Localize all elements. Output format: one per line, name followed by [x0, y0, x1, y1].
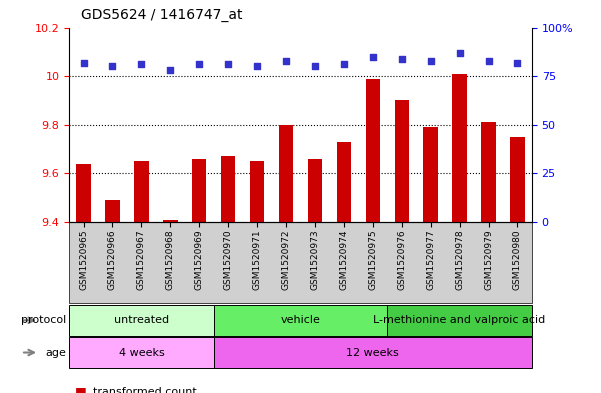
Bar: [510, 137, 525, 222]
Text: protocol: protocol: [21, 315, 66, 325]
Point: [513, 59, 522, 66]
Point: [397, 55, 406, 62]
Text: 4 weeks: 4 weeks: [118, 347, 164, 358]
Text: untreated: untreated: [114, 315, 169, 325]
Bar: [394, 101, 409, 222]
Bar: [481, 122, 496, 222]
Point: [339, 61, 349, 68]
Point: [455, 50, 465, 56]
Bar: [453, 74, 467, 222]
Bar: [214, 337, 532, 368]
Bar: [365, 79, 380, 222]
Bar: [69, 337, 214, 368]
Point: [79, 59, 88, 66]
Bar: [192, 159, 207, 222]
Bar: [163, 220, 177, 222]
Bar: [250, 161, 264, 222]
Bar: [134, 161, 148, 222]
Bar: [221, 156, 236, 222]
Point: [224, 61, 233, 68]
Bar: [105, 200, 120, 222]
Bar: [424, 127, 438, 222]
Text: ■: ■: [75, 385, 87, 393]
Point: [426, 57, 436, 64]
Point: [136, 61, 146, 68]
Text: transformed count: transformed count: [93, 387, 197, 393]
Bar: [279, 125, 293, 222]
Bar: [214, 305, 387, 336]
Point: [195, 61, 204, 68]
Text: GDS5624 / 1416747_at: GDS5624 / 1416747_at: [81, 8, 243, 22]
Bar: [387, 305, 532, 336]
Point: [252, 63, 262, 70]
Text: age: age: [45, 347, 66, 358]
Point: [310, 63, 320, 70]
Bar: [308, 159, 322, 222]
Point: [165, 67, 175, 73]
Point: [281, 57, 291, 64]
Bar: [69, 305, 214, 336]
Bar: [337, 142, 351, 222]
Text: 12 weeks: 12 weeks: [346, 347, 399, 358]
Point: [484, 57, 493, 64]
Point: [368, 53, 377, 60]
Text: L-methionine and valproic acid: L-methionine and valproic acid: [373, 315, 546, 325]
Bar: [76, 163, 91, 222]
Point: [108, 63, 117, 70]
Text: vehicle: vehicle: [281, 315, 320, 325]
